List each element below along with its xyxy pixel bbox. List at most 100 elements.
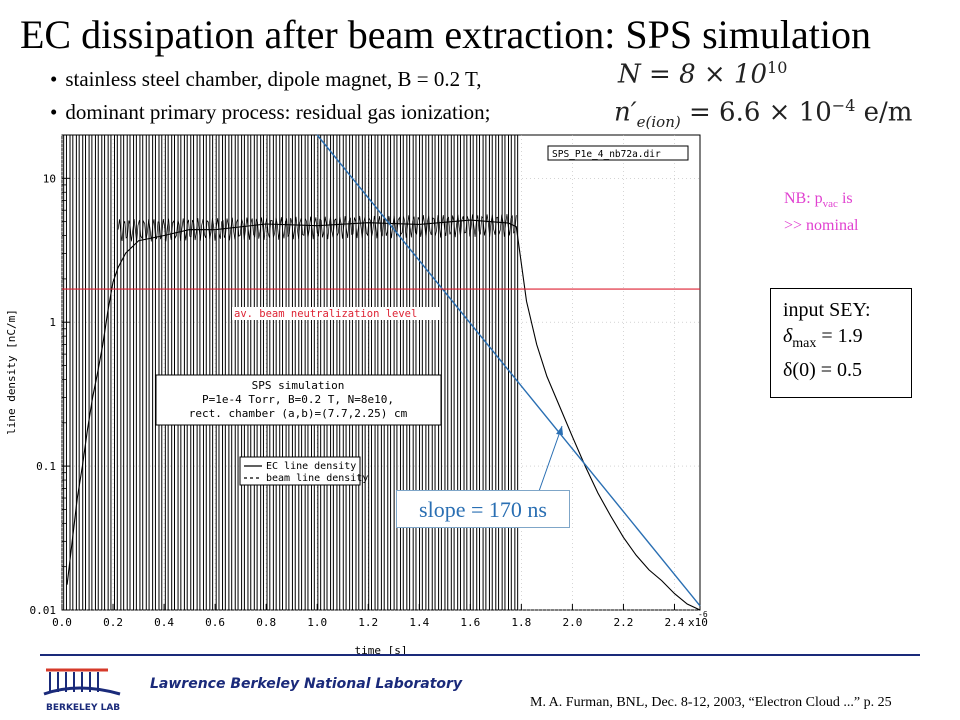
y-axis-label: line density [nC/m] xyxy=(5,309,18,435)
x-tick-label: 2.2 xyxy=(614,616,634,629)
beam-bunch xyxy=(298,135,303,610)
beam-bunch xyxy=(419,135,423,610)
bullet-dot: • xyxy=(50,67,58,91)
beam-bunch xyxy=(501,135,506,610)
citation: M. A. Furman, BNL, Dec. 8-12, 2003, “Ele… xyxy=(530,695,892,710)
beam-bunch xyxy=(279,135,284,610)
sey-title: input SEY: xyxy=(783,299,871,321)
exponential-fit-line xyxy=(316,134,701,607)
slide-title: EC dissipation after beam extraction: SP… xyxy=(20,12,871,57)
formula1-exponent: 10 xyxy=(767,58,788,77)
beam-bunch xyxy=(374,135,379,610)
x-tick-label: 1.2 xyxy=(358,616,378,629)
beam-bunch xyxy=(139,135,144,610)
x-scale-exponent: -6 xyxy=(698,610,708,619)
y-tick-label: 0.1 xyxy=(36,460,56,473)
berkeley-lab-logo: BERKELEY LAB xyxy=(43,668,121,713)
beam-bunch xyxy=(114,135,118,610)
beam-bunch xyxy=(209,135,214,610)
beam-bunch xyxy=(291,135,296,610)
ec-ripple-line xyxy=(117,214,517,242)
beam-bunch xyxy=(488,135,493,610)
beam-bunch xyxy=(444,135,449,610)
neutralization-label-bg xyxy=(232,307,440,320)
x-tick-label: 0.2 xyxy=(103,616,123,629)
beam-bunch xyxy=(387,135,392,610)
ec-line-density-line xyxy=(66,219,701,611)
beam-bunch xyxy=(457,135,461,610)
nb-vacuum-note: NB: pvac is >> nominal xyxy=(784,188,858,236)
formula-bunch-population: N = 8 × 1010 xyxy=(618,58,787,90)
sim-params-title: SPS simulation xyxy=(252,379,345,392)
beam-bunch xyxy=(304,135,309,610)
beam-bunch xyxy=(272,135,277,610)
sim-params-line2: P=1e-4 Torr, B=0.2 T, N=8e10, xyxy=(202,393,394,406)
formula-ionization-density: n′e(ion) = 6.6 × 10−4 e/m xyxy=(614,96,912,131)
formula2-exponent: −4 xyxy=(831,96,856,115)
beam-bunch xyxy=(222,135,226,610)
beam-bunch xyxy=(126,135,131,610)
beam-bunch xyxy=(253,135,258,610)
formula2-subscript: e(ion) xyxy=(636,112,681,131)
x-tick-label: 0.0 xyxy=(52,616,72,629)
beam-bunches xyxy=(63,135,519,610)
x-scale-label: x10 xyxy=(688,616,708,629)
beam-bunch xyxy=(336,135,341,610)
y-tick-label: 1 xyxy=(49,316,56,329)
beam-bunch xyxy=(450,135,455,610)
bullet-primary-text: dominant primary process: residual gas i… xyxy=(65,100,491,124)
lab-name: Lawrence Berkeley National Laboratory xyxy=(150,676,463,692)
slope-callout-pointer xyxy=(537,425,563,495)
beam-bunch xyxy=(120,135,125,610)
nb-line1: NB: p xyxy=(784,190,823,207)
beam-bunch xyxy=(190,135,195,610)
bullet-chamber: • stainless steel chamber, dipole magnet,… xyxy=(50,66,482,92)
beam-bunch xyxy=(107,135,112,610)
beam-bunch xyxy=(260,135,264,610)
beam-bunch xyxy=(171,135,175,610)
sey-delta-zero: δ(0) = 0.5 xyxy=(783,359,863,381)
beam-bunch xyxy=(266,135,271,610)
x-axis-label: time [s] xyxy=(355,644,408,657)
beam-bunch xyxy=(241,135,245,610)
y-tick-label: 10 xyxy=(43,172,56,185)
delta-symbol: δ xyxy=(783,325,793,347)
beam-bunch xyxy=(183,135,188,610)
x-tick-label: 2.0 xyxy=(562,616,582,629)
x-tick-label: 0.6 xyxy=(205,616,225,629)
footer-divider xyxy=(40,654,920,656)
beam-bunch xyxy=(145,135,150,610)
sey-max-subscript: max xyxy=(792,336,817,351)
beam-bunch xyxy=(63,135,67,610)
beam-bunch xyxy=(431,135,436,610)
beam-bunch xyxy=(355,135,360,610)
beam-bunch xyxy=(495,135,500,610)
bullet-dot: • xyxy=(50,100,58,124)
nb-line2: >> nominal xyxy=(784,217,859,235)
series-lines xyxy=(66,134,701,611)
beam-bunch xyxy=(94,135,99,610)
x-tick-label: 1.8 xyxy=(511,616,531,629)
x-tick-label: 1.0 xyxy=(307,616,327,629)
legend-beam-label: beam line density xyxy=(266,473,368,484)
x-tick-label: 0.4 xyxy=(154,616,174,629)
file-label: SPS_P1e_4_nb72a.dir xyxy=(552,149,661,160)
beam-bunch xyxy=(75,135,80,610)
bullet-primary-process: • dominant primary process: residual gas … xyxy=(50,99,491,125)
beam-bunch xyxy=(330,135,334,610)
beam-bunch xyxy=(393,135,398,610)
legend-box xyxy=(239,456,361,486)
bullet-chamber-text: stainless steel chamber, dipole magnet, … xyxy=(65,67,482,91)
beam-bunch xyxy=(438,135,442,610)
beam-bunch xyxy=(82,135,87,610)
beam-bunch xyxy=(323,135,328,610)
beam-bunch xyxy=(342,135,347,610)
beam-bunch xyxy=(368,135,372,610)
slope-callout-arrowhead xyxy=(556,426,563,435)
formula2-unit: e/m xyxy=(855,97,913,128)
sim-params-line3: rect. chamber (a,b)=(7.7,2.25) cm xyxy=(189,407,408,420)
beam-bunch xyxy=(228,135,233,610)
axes: 0.0 0.2 0.4 0.6 0.8 1.0 1.2 1.4 1.6 1.8 2.0 2.2 2.4 x… xyxy=(30,134,708,629)
sey-delta-max: δmax = 1.9 xyxy=(783,323,911,357)
logo-text: BERKELEY LAB xyxy=(46,703,120,713)
